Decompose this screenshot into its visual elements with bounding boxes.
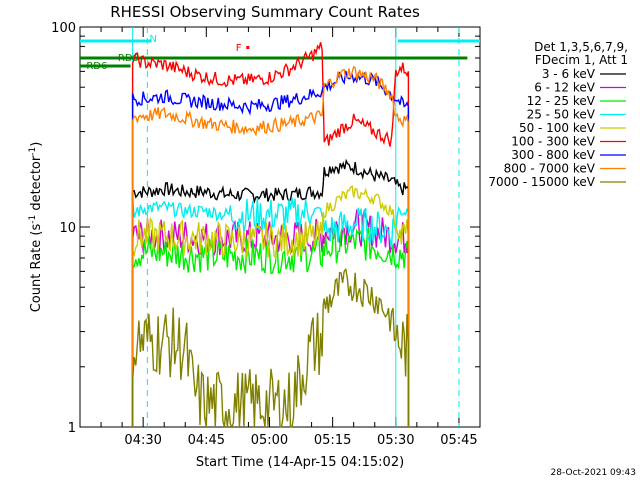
legend-label: 3 - 6 keV bbox=[542, 67, 596, 81]
x-tick-label: 04:45 bbox=[188, 433, 225, 448]
y-axis-label-sup2: -1 bbox=[28, 147, 38, 156]
legend-label: 800 - 7000 keV bbox=[504, 162, 596, 176]
rd6-flag-label: RD6 bbox=[86, 61, 107, 72]
series-line-800-7000-kev bbox=[131, 65, 410, 427]
night-flag-label: N bbox=[149, 34, 156, 45]
x-tick-label: 05:30 bbox=[377, 433, 414, 448]
y-axis-label: Count Rate (s-1 detector-1) bbox=[28, 142, 44, 313]
x-tick-label: 05:45 bbox=[440, 433, 477, 448]
x-tick-label: 05:00 bbox=[251, 433, 288, 448]
legend-header-line-1: Det 1,3,5,6,7,9, bbox=[534, 40, 628, 54]
legend-label: 7000 - 15000 keV bbox=[488, 175, 595, 189]
series-line-100-300-kev bbox=[131, 42, 410, 427]
legend: Det 1,3,5,6,7,9, FDecim 1, Att 1 3 - 6 k… bbox=[488, 40, 628, 189]
y-axis-label-mid: detector bbox=[29, 155, 44, 215]
footer-timestamp: 28-Oct-2021 09:43 bbox=[551, 468, 636, 478]
x-axis-label: Start Time (14-Apr-15 04:15:02) bbox=[196, 455, 404, 470]
legend-label: 50 - 100 keV bbox=[519, 121, 596, 135]
series-line-50-100-kev bbox=[131, 184, 410, 427]
y-tick-label: 100 bbox=[51, 21, 76, 36]
rd0-flag-label: RD0 bbox=[118, 53, 139, 64]
x-tick-label: 05:15 bbox=[314, 433, 351, 448]
legend-label: 100 - 300 keV bbox=[511, 135, 595, 149]
legend-label: 25 - 50 keV bbox=[527, 108, 596, 122]
y-axis-label-main: Count Rate (s bbox=[29, 224, 44, 313]
y-tick-label: 10 bbox=[59, 221, 76, 236]
y-tick-label: 1 bbox=[68, 421, 76, 436]
flare-flag-label: F bbox=[236, 43, 242, 54]
series-line-300-800-kev bbox=[131, 70, 410, 427]
legend-label: 6 - 12 keV bbox=[534, 81, 596, 95]
series-line-3-6-kev bbox=[131, 158, 410, 427]
y-axis-label-end: ) bbox=[29, 142, 44, 147]
x-tick-label: 04:30 bbox=[124, 433, 161, 448]
series-group bbox=[131, 42, 410, 429]
flare-flag-marker bbox=[246, 46, 250, 49]
chart-title: RHESSI Observing Summary Count Rates bbox=[110, 3, 420, 21]
series-line-7000-15000-kev bbox=[131, 267, 410, 429]
series-line-25-50-kev bbox=[131, 197, 410, 427]
legend-label: 300 - 800 keV bbox=[511, 148, 595, 162]
legend-label: 12 - 25 keV bbox=[527, 94, 596, 108]
y-axis-label-sup1: -1 bbox=[28, 215, 38, 224]
legend-header-line-2: FDecim 1, Att 1 bbox=[535, 53, 628, 67]
x-axis: 04:30 04:45 05:00 05:15 05:30 05:45 bbox=[100, 27, 478, 448]
